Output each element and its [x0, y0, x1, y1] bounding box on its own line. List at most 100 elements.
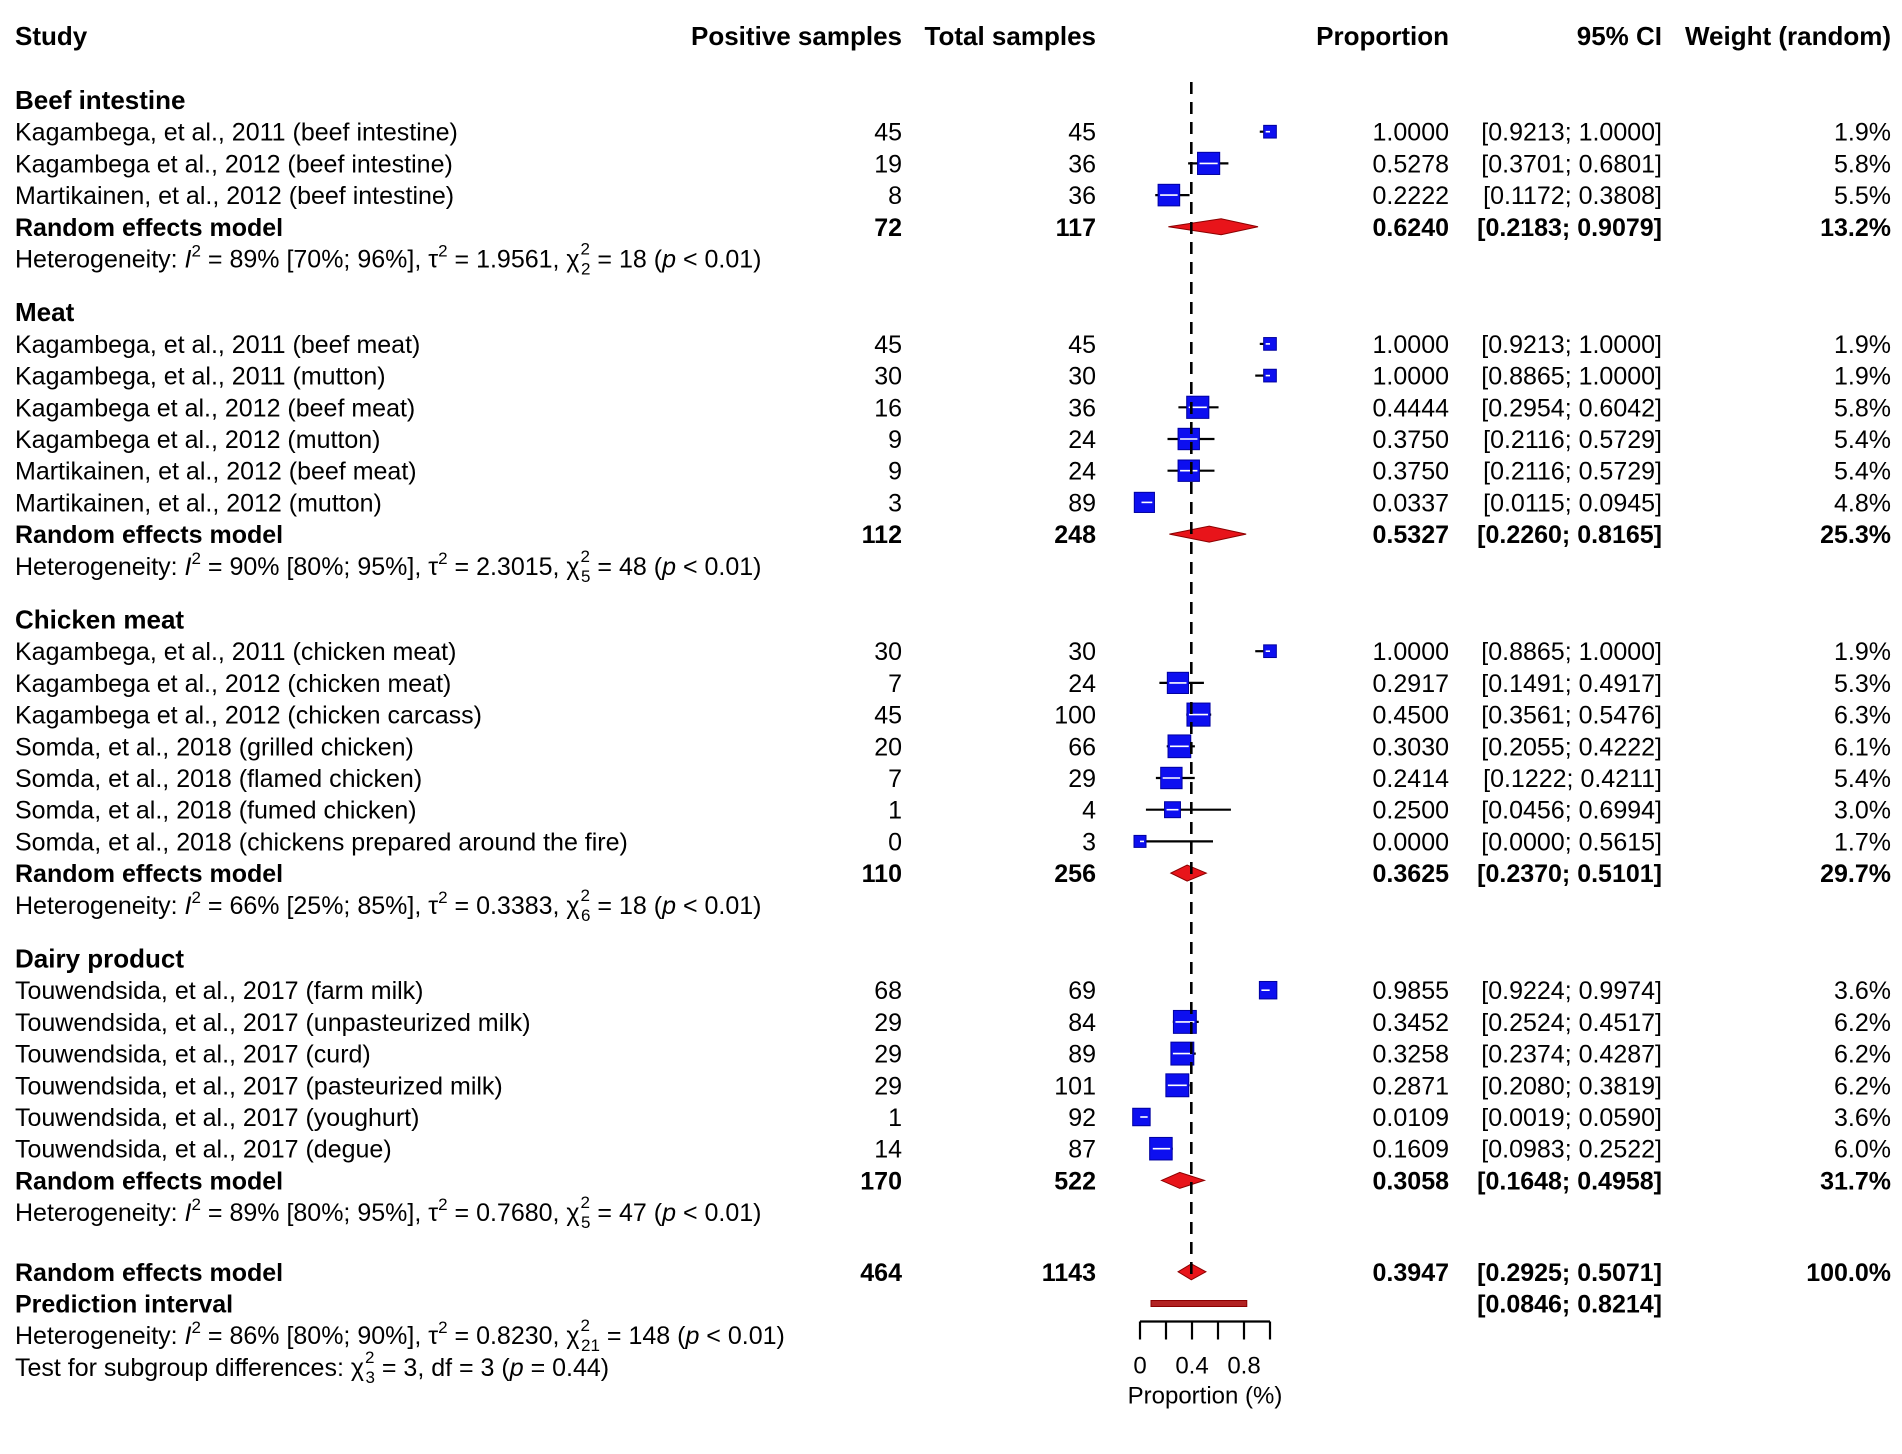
group-3-study-4-proportion: 0.3030 — [1373, 733, 1449, 761]
header-study: Study — [15, 21, 88, 51]
group-3-study-3-ci: [0.3561; 0.5476] — [1481, 702, 1662, 730]
group-4-study-2-positive: 29 — [874, 1009, 902, 1037]
group-4-model-label: Random effects model — [15, 1167, 283, 1195]
group-1-model-proportion: 0.6240 — [1373, 214, 1449, 242]
group-4-study-5-weight: 3.6% — [1834, 1104, 1891, 1132]
x-tick-label: 0.8 — [1227, 1353, 1260, 1380]
group-4-study-3-weight: 6.2% — [1834, 1041, 1891, 1069]
group-1-study-1-positive: 45 — [874, 119, 902, 147]
subgroup-test: Test for subgroup differences: χ2 3 = 3, … — [15, 1348, 609, 1387]
group-3-study-1-total: 30 — [1068, 638, 1096, 666]
group-2-study-1-ci: [0.9213; 1.0000] — [1481, 331, 1662, 359]
group-1-model-total: 117 — [1056, 214, 1096, 242]
group-4-model-weight: 31.7% — [1820, 1167, 1891, 1195]
group-4-study-4-proportion: 0.2871 — [1373, 1072, 1449, 1100]
group-2-study-2-label: Kagambega, et al., 2011 (mutton) — [15, 363, 386, 391]
group-2-study-5-ci: [0.2116; 0.5729] — [1483, 458, 1662, 486]
group-1-study-3-ci: [0.1172; 0.3808] — [1483, 182, 1662, 210]
group-3-study-7-ci: [0.0000; 0.5615] — [1481, 828, 1662, 856]
group-1-study-3-label: Martikainen, et al., 2012 (beef intestin… — [15, 182, 454, 210]
group-1-study-3-weight: 5.5% — [1834, 182, 1891, 210]
group-4-study-3-ci: [0.2374; 0.4287] — [1481, 1041, 1662, 1069]
group-2-title: Meat — [15, 297, 75, 327]
group-3-study-4-total: 66 — [1068, 733, 1096, 761]
group-1-model-diamond — [1168, 218, 1259, 236]
group-2-study-4-label: Kagambega et al., 2012 (mutton) — [15, 426, 381, 454]
group-3-model-weight: 29.7% — [1820, 860, 1891, 888]
group-4-study-5-ci: [0.0019; 0.0590] — [1481, 1104, 1662, 1132]
group-4-study-2-total: 84 — [1068, 1009, 1096, 1037]
group-2-study-3-label: Kagambega et al., 2012 (beef meat) — [15, 394, 415, 422]
group-3-study-4-weight: 6.1% — [1834, 733, 1891, 761]
group-3-study-6-total: 4 — [1082, 797, 1096, 825]
group-1-study-2-positive: 19 — [874, 150, 902, 178]
column-headers: Study Positive samples Total samples Pro… — [15, 21, 1891, 51]
group-4-study-3-positive: 29 — [874, 1041, 902, 1069]
group-2-study-4-ci: [0.2116; 0.5729] — [1483, 426, 1662, 454]
group-3-model-ci: [0.2370; 0.5101] — [1477, 860, 1662, 888]
group-4-study-6-proportion: 0.1609 — [1373, 1136, 1449, 1164]
group-3-model-total: 256 — [1054, 860, 1096, 888]
group-3-study-3-positive: 45 — [874, 702, 902, 730]
group-2-study-1-total: 45 — [1068, 331, 1096, 359]
group-4-study-1-weight: 3.6% — [1834, 977, 1891, 1005]
group-4-study-4-positive: 29 — [874, 1072, 902, 1100]
group-2-study-1-weight: 1.9% — [1834, 331, 1891, 359]
group-2-study-5-weight: 5.4% — [1834, 458, 1891, 486]
header-total-samples: Total samples — [925, 21, 1096, 51]
group-1-study-1-label: Kagambega, et al., 2011 (beef intestine) — [15, 119, 458, 147]
group-3-study-1-label: Kagambega, et al., 2011 (chicken meat) — [15, 638, 456, 666]
group-2-study-3-positive: 16 — [874, 394, 902, 422]
group-4-study-4-total: 101 — [1054, 1072, 1096, 1100]
group-3-study-2-ci: [0.1491; 0.4917] — [1481, 670, 1662, 698]
group-4-study-2-label: Touwendsida, et al., 2017 (unpasteurized… — [15, 1009, 531, 1037]
group-3-study-1-proportion: 1.0000 — [1373, 638, 1449, 666]
x-tick-label: 0 — [1133, 1353, 1146, 1380]
group-4-study-3-proportion: 0.3258 — [1373, 1041, 1449, 1069]
overall-model-weight: 100.0% — [1806, 1259, 1891, 1287]
group-3-study-6-ci: [0.0456; 0.6994] — [1481, 797, 1662, 825]
x-axis: 0 0.4 0.8 Proportion (%) — [1128, 1320, 1282, 1410]
group-4-study-1-proportion: 0.9855 — [1373, 977, 1449, 1005]
group-4-study-4-label: Touwendsida, et al., 2017 (pasteurized m… — [15, 1072, 503, 1100]
group-1-study-3-proportion: 0.2222 — [1373, 182, 1449, 210]
group-4-study-6-ci: [0.0983; 0.2522] — [1481, 1136, 1662, 1164]
group-3-model-positive: 110 — [862, 860, 902, 888]
group-4-study-6-positive: 14 — [874, 1136, 902, 1164]
group-2-study-1-label: Kagambega, et al., 2011 (beef meat) — [15, 331, 420, 359]
overall-model-proportion: 0.3947 — [1373, 1259, 1449, 1287]
group-3-study-2-label: Kagambega et al., 2012 (chicken meat) — [15, 670, 451, 698]
forest-marks — [1132, 82, 1278, 1307]
group-4-study-2-ci: [0.2524; 0.4517] — [1481, 1009, 1662, 1037]
group-2-study-6-label: Martikainen, et al., 2012 (mutton) — [15, 489, 382, 517]
group-2-model-label: Random effects model — [15, 521, 283, 549]
prediction-interval-label: Prediction interval — [15, 1291, 233, 1319]
group-3-title: Chicken meat — [15, 605, 184, 635]
group-3-study-3-total: 100 — [1054, 702, 1096, 730]
group-1-model-ci: [0.2183; 0.9079] — [1477, 214, 1662, 242]
group-3-study-5-ci: [0.1222; 0.4211] — [1483, 765, 1662, 793]
group-2-study-1-proportion: 1.0000 — [1373, 331, 1449, 359]
x-tick-label: 0.4 — [1175, 1353, 1208, 1380]
group-3-study-6-label: Somda, et al., 2018 (fumed chicken) — [15, 797, 417, 825]
group-2-study-6-proportion: 0.0337 — [1373, 489, 1449, 517]
group-2-study-5-total: 24 — [1068, 458, 1096, 486]
group-4-study-1-label: Touwendsida, et al., 2017 (farm milk) — [15, 977, 424, 1005]
group-2-model-weight: 25.3% — [1820, 521, 1891, 549]
group-2-study-6-positive: 3 — [888, 489, 902, 517]
group-2-model-total: 248 — [1054, 521, 1096, 549]
group-2-heterogeneity: Heterogeneity: I2 = 90% [80%; 95%], τ2 =… — [15, 547, 761, 586]
group-3-study-4-positive: 20 — [874, 733, 902, 761]
group-3-model-label: Random effects model — [15, 860, 283, 888]
group-1-title: Beef intestine — [15, 85, 186, 115]
header-weight-random: Weight (random) — [1685, 21, 1891, 51]
group-4-study-5-positive: 1 — [888, 1104, 902, 1132]
group-2-study-3-proportion: 0.4444 — [1373, 394, 1450, 422]
group-3-study-4-label: Somda, et al., 2018 (grilled chicken) — [15, 733, 414, 761]
group-4-study-5-proportion: 0.0109 — [1373, 1104, 1449, 1132]
group-4-model-proportion: 0.3058 — [1373, 1167, 1450, 1195]
group-1-study-2-weight: 5.8% — [1834, 150, 1891, 178]
group-2-study-5-label: Martikainen, et al., 2012 (beef meat) — [15, 458, 417, 486]
group-2-study-6-total: 89 — [1068, 489, 1096, 517]
group-2-study-2-weight: 1.9% — [1834, 363, 1891, 391]
